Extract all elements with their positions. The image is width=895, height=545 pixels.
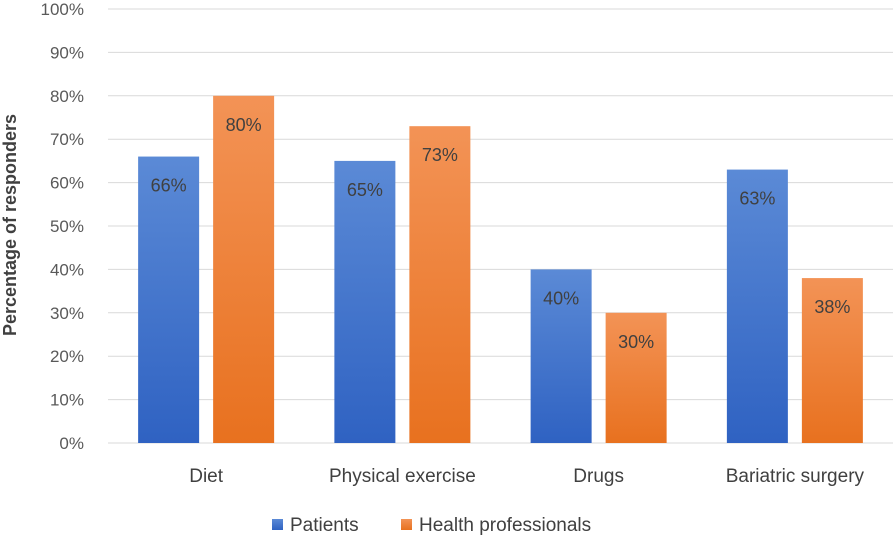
data-label: 38% (814, 297, 850, 317)
y-tick-label: 90% (50, 43, 84, 62)
y-tick-label: 20% (50, 347, 84, 366)
data-label: 63% (739, 189, 775, 209)
y-tick-label: 0% (59, 434, 84, 453)
bars (138, 95, 863, 444)
bar-patients (138, 156, 200, 443)
x-axis-categories: Diet Physical exercise Drugs Bariatric surg… (189, 466, 864, 487)
y-tick-label: 60% (50, 174, 84, 193)
bar-health-professionals (605, 312, 667, 443)
bar-health-professionals (213, 95, 275, 444)
data-label: 80% (226, 115, 262, 135)
y-tick-label: 30% (50, 304, 84, 323)
legend: Patients Health professionals (272, 515, 591, 536)
x-tick-label: Bariatric surgery (726, 466, 865, 487)
bar-health-professionals (801, 278, 863, 443)
data-label: 66% (151, 176, 187, 196)
data-label: 30% (618, 332, 654, 352)
y-tick-label: 100% (41, 0, 84, 19)
data-labels: 66% 80% 65% 73% 40% 30% 63% 38% (151, 115, 851, 352)
y-tick-label: 10% (50, 391, 84, 410)
bar-patients (334, 160, 396, 443)
legend-label: Health professionals (419, 515, 591, 536)
y-tick-label: 80% (50, 87, 84, 106)
data-label: 65% (347, 180, 383, 200)
y-axis-title: Percentage of responders (0, 114, 20, 336)
y-tick-label: 40% (50, 260, 84, 279)
bar-health-professionals (409, 126, 471, 444)
data-label: 73% (422, 145, 458, 165)
x-tick-label: Diet (189, 466, 224, 487)
legend-swatch (272, 519, 283, 530)
data-label: 40% (543, 288, 579, 308)
legend-label: Patients (290, 515, 359, 536)
x-tick-label: Physical exercise (329, 466, 476, 487)
bar-patients (530, 269, 592, 443)
y-tick-label: 70% (50, 130, 84, 149)
x-tick-label: Drugs (573, 466, 624, 487)
y-tick-label: 50% (50, 217, 84, 236)
bar-patients (726, 169, 788, 443)
legend-swatch (401, 519, 412, 530)
y-axis-ticks: 0% 10% 20% 30% 40% 50% 60% 70% 80% 90% 100% (41, 0, 84, 453)
